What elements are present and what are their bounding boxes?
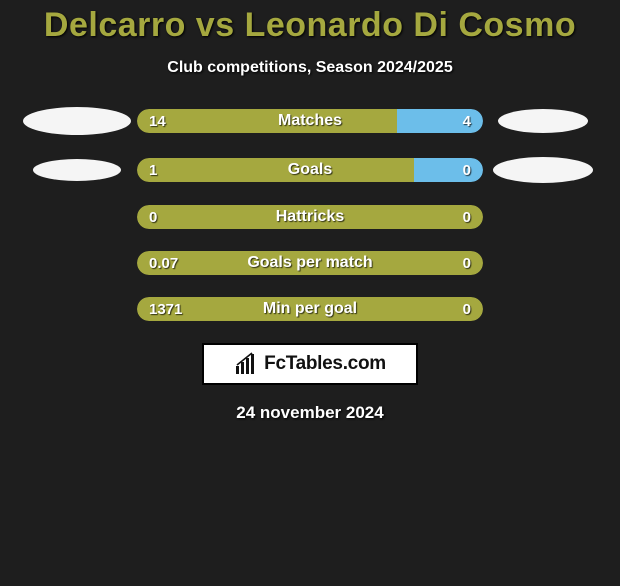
stat-bar: 10Goals (137, 158, 483, 182)
subtitle: Club competitions, Season 2024/2025 (0, 59, 620, 77)
player1-side (17, 107, 137, 135)
stat-row: 10Goals (0, 157, 620, 183)
stat-label: Min per goal (137, 297, 483, 321)
stat-label: Goals (137, 158, 483, 182)
player2-side (483, 109, 603, 133)
chart-icon (234, 352, 258, 376)
stat-row: 13710Min per goal (0, 297, 620, 321)
stat-row: 144Matches (0, 107, 620, 135)
stat-label: Hattricks (137, 205, 483, 229)
fctables-logo: FcTables.com (202, 343, 418, 385)
stat-bar: 144Matches (137, 109, 483, 133)
player2-ellipse (498, 109, 588, 133)
date-label: 24 november 2024 (0, 403, 620, 423)
player2-side (483, 157, 603, 183)
stat-label: Matches (137, 109, 483, 133)
stats-container: 144Matches 10Goals 00Hattricks 0.070Goals p… (0, 107, 620, 321)
stat-bar: 0.070Goals per match (137, 251, 483, 275)
player2-ellipse (493, 157, 593, 183)
player1-ellipse (23, 107, 131, 135)
stat-row: 00Hattricks (0, 205, 620, 229)
player1-side (17, 159, 137, 181)
logo-text: FcTables.com (264, 353, 386, 375)
stat-bar: 13710Min per goal (137, 297, 483, 321)
stat-bar: 00Hattricks (137, 205, 483, 229)
stat-label: Goals per match (137, 251, 483, 275)
player1-ellipse (33, 159, 121, 181)
stat-row: 0.070Goals per match (0, 251, 620, 275)
page-title: Delcarro vs Leonardo Di Cosmo (0, 6, 620, 45)
